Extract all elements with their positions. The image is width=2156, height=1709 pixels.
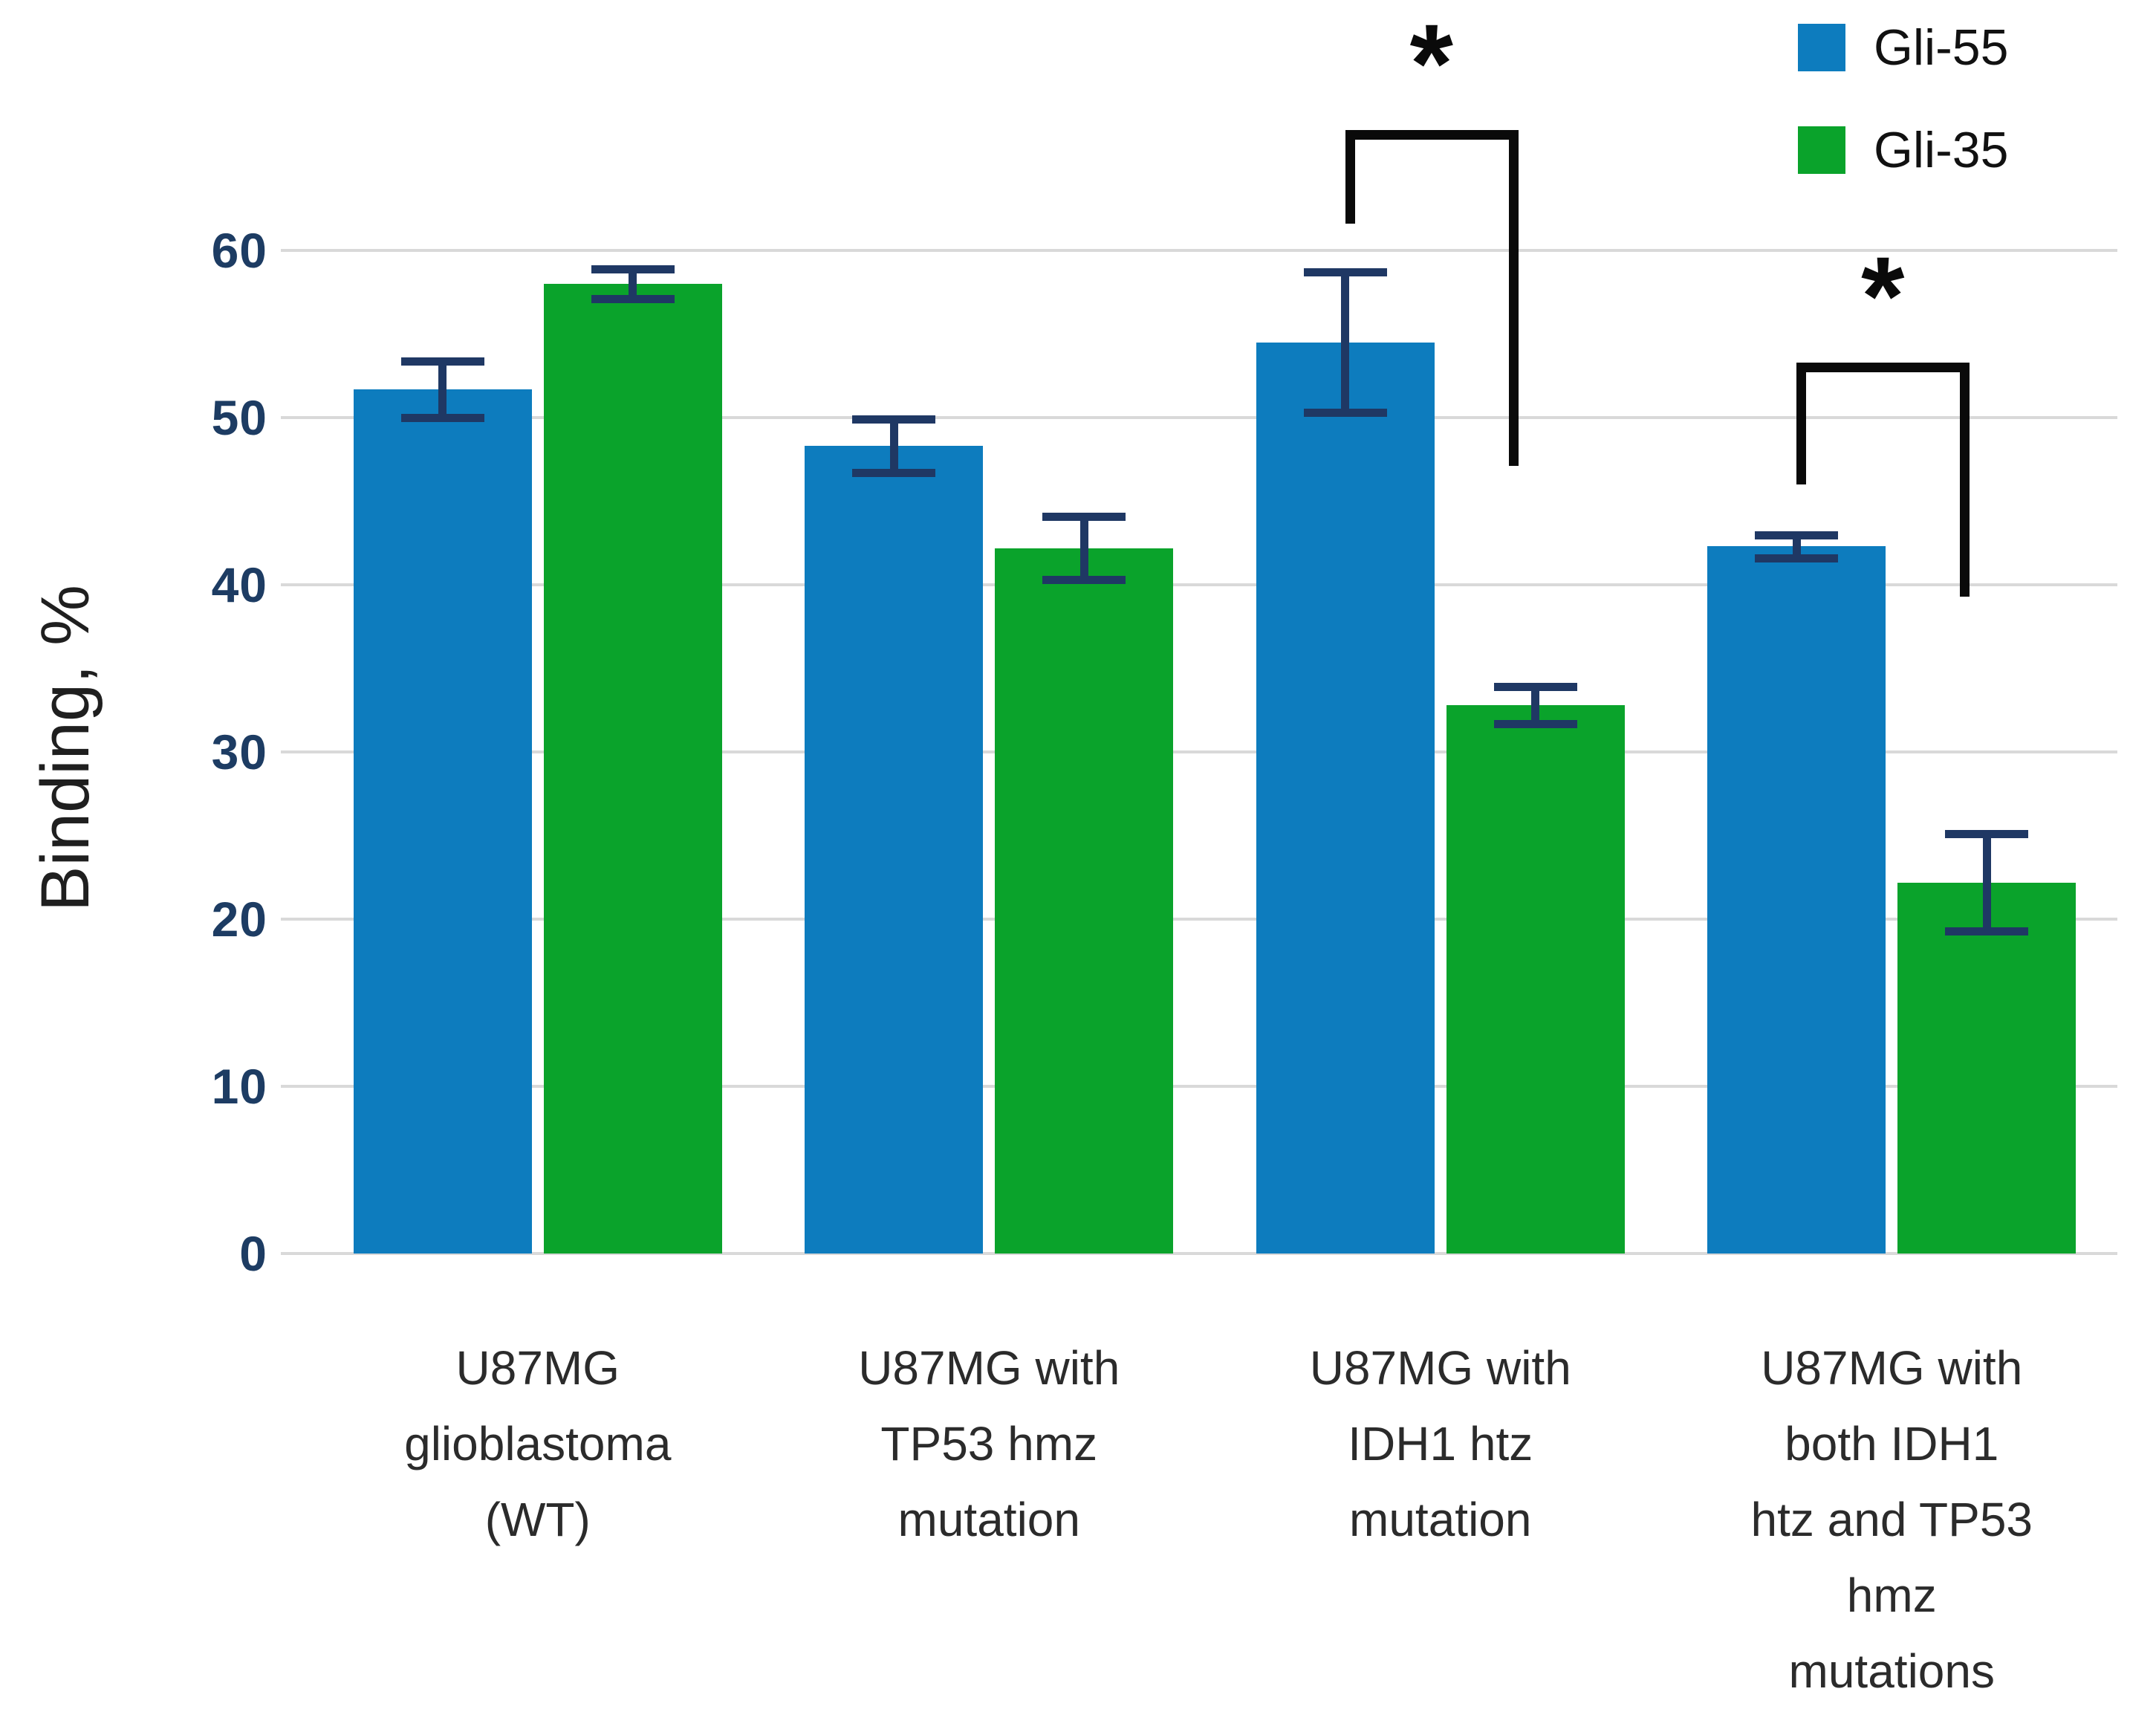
significance-asterisk: * [1409,1,1453,126]
significance-bracket-bar [1345,130,1519,140]
plot-area: 0 10 20 30 40 50 60 U87MG glioblastoma (WT) U87M… [211,1,2117,1698]
category-label-1: U87MG glioblastoma (WT) [404,1341,672,1546]
bar-gli-55-group-1 [353,389,532,1254]
bar-gli-35-group-1 [543,284,722,1254]
error-bar-stem-gli-55-group-3 [1341,272,1350,413]
bar-gli-55-group-3 [1256,342,1435,1254]
bar-gli-55-group-4 [1707,546,1886,1254]
error-bar-cap-bottom [1042,576,1126,585]
gridline-50 [281,416,2117,419]
legend-label-gli-35: Gli-35 [1874,122,2009,178]
significance-bracket-left-arm [1796,362,1807,484]
error-bar-cap-bottom [1303,409,1387,418]
y-axis-title: Binding, % [27,585,103,912]
error-bar-cap-bottom [1945,927,2029,935]
y-tick-label-50: 50 [211,390,267,445]
y-tick-label-40: 40 [211,557,267,612]
significance-bracket-right-arm [1508,130,1519,467]
error-bar-cap-bottom [1493,719,1577,728]
error-bar-stem-gli-55-group-1 [438,360,447,418]
error-bar-cap-top [1755,531,1839,539]
error-bar-stem-gli-35-group-3 [1531,687,1540,724]
error-bar-cap-bottom [400,414,484,422]
bar-gli-35-group-4 [1897,882,2077,1254]
error-bar-stem-gli-55-group-4 [1792,534,1801,558]
significance-bracket-left-arm [1345,130,1355,224]
y-tick-label-30: 30 [211,724,267,779]
gridline-0 [281,1252,2117,1255]
gridline-60 [281,249,2117,252]
significance-bracket-right-arm [1960,362,1970,597]
y-tick-label-0: 0 [239,1226,267,1281]
error-bar-cap-top [1493,683,1577,692]
error-bar-cap-top [400,357,484,366]
legend-item-gli-55: Gli-55 [1798,22,2008,73]
legend-label-gli-55: Gli-55 [1874,19,2009,76]
error-bar-stem-gli-35-group-1 [629,268,637,299]
legend: Gli-55 Gli-35 [1798,22,2008,175]
y-tick-label-20: 20 [211,892,267,947]
significance-asterisk: * [1861,233,1905,358]
error-bar-cap-bottom [1755,554,1839,562]
y-tick-label-10: 10 [211,1059,267,1114]
error-bar-stem-gli-35-group-2 [1079,516,1088,580]
error-bar-cap-bottom [591,295,675,304]
gridline-30 [281,750,2117,753]
category-label-2: U87MG with TP53 hmz mutation [858,1341,1120,1546]
significance-bracket-bar [1796,362,1970,372]
legend-item-gli-35: Gli-35 [1798,125,2008,175]
legend-swatch-gli-35 [1798,126,1845,174]
error-bar-cap-top [591,265,675,273]
error-bar-cap-top [1042,512,1126,521]
category-label-3: U87MG with IDH1 htz mutation [1309,1341,1571,1546]
error-bar-cap-top [1303,268,1387,277]
error-bar-cap-bottom [852,469,936,478]
error-bar-stem-gli-55-group-2 [889,419,898,473]
bar-chart-figure: Binding, % 0 10 20 30 40 50 60 U87MG glioblasto… [27,1,2117,1698]
y-tick-label-60: 60 [211,223,267,278]
gridline-10 [281,1085,2117,1088]
gridline-40 [281,583,2117,586]
error-bar-cap-top [1945,830,2029,839]
bar-gli-35-group-2 [995,548,1174,1254]
gridline-20 [281,918,2117,921]
error-bar-stem-gli-35-group-4 [1982,834,1991,931]
legend-swatch-gli-55 [1798,24,1845,71]
error-bar-cap-top [852,415,936,424]
bar-gli-35-group-3 [1446,705,1625,1254]
bar-gli-55-group-2 [805,446,984,1254]
category-label-4: U87MG with both IDH1 htz and TP53 hmz mu… [1750,1341,2033,1698]
